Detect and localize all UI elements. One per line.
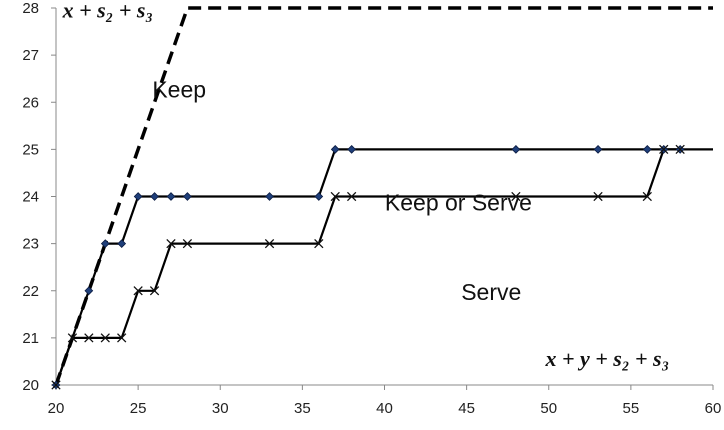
y-tick-label: 23 <box>22 236 39 253</box>
diamond-marker <box>100 239 110 248</box>
x-marker <box>659 144 669 155</box>
x-marker <box>314 238 324 249</box>
y-tick-label: 28 <box>22 0 39 17</box>
x-marker <box>182 238 193 249</box>
region-label: Serve <box>461 279 521 305</box>
x-tick-label: 40 <box>376 400 393 417</box>
x-tick-label: 60 <box>705 400 722 417</box>
diamond-marker <box>117 239 127 248</box>
y-tick-label: 20 <box>22 377 39 394</box>
x-marker <box>84 333 94 343</box>
diamond-marker <box>330 145 340 154</box>
x-marker <box>166 238 176 249</box>
y-tick-label: 21 <box>22 330 39 347</box>
math-annotation: x + s₂ + s₃ <box>62 0 154 22</box>
x-series-line <box>54 148 681 386</box>
diamond-marker <box>84 286 94 296</box>
diamond-marker <box>265 192 274 201</box>
x-marker <box>117 333 127 343</box>
x-marker <box>642 191 652 202</box>
x-marker <box>51 380 61 390</box>
marker-layer <box>51 144 685 390</box>
y-tick-label: 24 <box>22 189 39 206</box>
axes: 20 25 30 35 40 45 50 55 60 20 21 22 23 24 25 26 27 28 <box>22 0 721 417</box>
diamond-marker <box>511 145 521 154</box>
x-marker <box>67 333 78 343</box>
x-tick-label: 45 <box>458 400 475 417</box>
x-marker <box>264 238 275 249</box>
annotation-layer: Keep Keep or Serve Serve x + s₂ + s₃ x + y +… <box>62 0 670 371</box>
x-tick-label: 35 <box>294 400 311 417</box>
region-label: Keep <box>152 77 206 103</box>
x-tick-label: 30 <box>212 400 229 417</box>
math-annotation: x + y + s₂ + s₃ <box>544 346 669 371</box>
y-tick-label: 27 <box>22 47 39 64</box>
x-marker <box>133 286 143 296</box>
x-tick-label: 55 <box>623 400 640 417</box>
diamond-marker <box>593 145 603 154</box>
x-tick-label: 50 <box>540 400 557 417</box>
diamond-marker <box>347 145 357 154</box>
x-marker <box>593 191 603 202</box>
x-marker <box>675 144 685 155</box>
diamond-marker <box>314 192 324 201</box>
dashed-boundary-line <box>54 6 713 386</box>
diamond-marker <box>183 192 192 201</box>
region-label: Keep or Serve <box>385 190 532 216</box>
x-tick-label: 20 <box>48 400 65 417</box>
x-marker <box>511 191 521 202</box>
diamond-marker <box>133 192 143 201</box>
y-tick-label: 25 <box>22 141 39 158</box>
diamond-marker <box>150 192 159 201</box>
x-marker <box>346 191 357 202</box>
x-tick-label: 25 <box>130 400 147 417</box>
y-tick-label: 22 <box>22 283 39 300</box>
x-marker <box>330 191 340 202</box>
diamond-marker <box>166 192 176 201</box>
x-marker <box>149 286 160 296</box>
y-tick-label: 26 <box>22 94 39 111</box>
diamond-marker <box>642 145 652 154</box>
x-marker <box>100 333 110 343</box>
